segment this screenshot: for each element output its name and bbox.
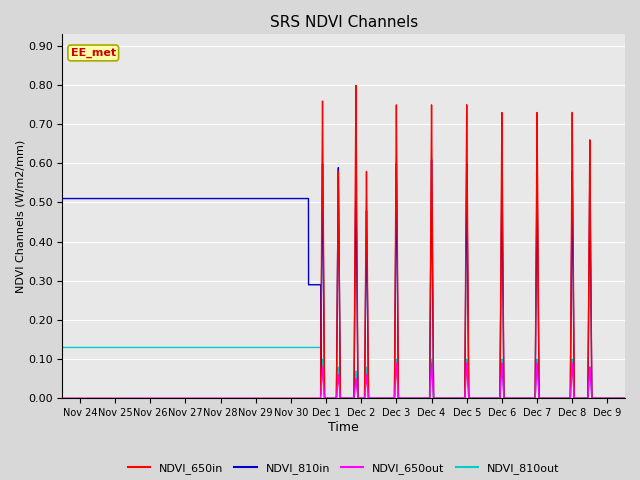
Y-axis label: NDVI Channels (W/m2/mm): NDVI Channels (W/m2/mm) xyxy=(15,140,25,293)
Text: EE_met: EE_met xyxy=(70,48,116,58)
X-axis label: Time: Time xyxy=(328,421,359,434)
Legend: NDVI_650in, NDVI_810in, NDVI_650out, NDVI_810out: NDVI_650in, NDVI_810in, NDVI_650out, NDV… xyxy=(124,458,564,479)
Title: SRS NDVI Channels: SRS NDVI Channels xyxy=(269,15,418,30)
